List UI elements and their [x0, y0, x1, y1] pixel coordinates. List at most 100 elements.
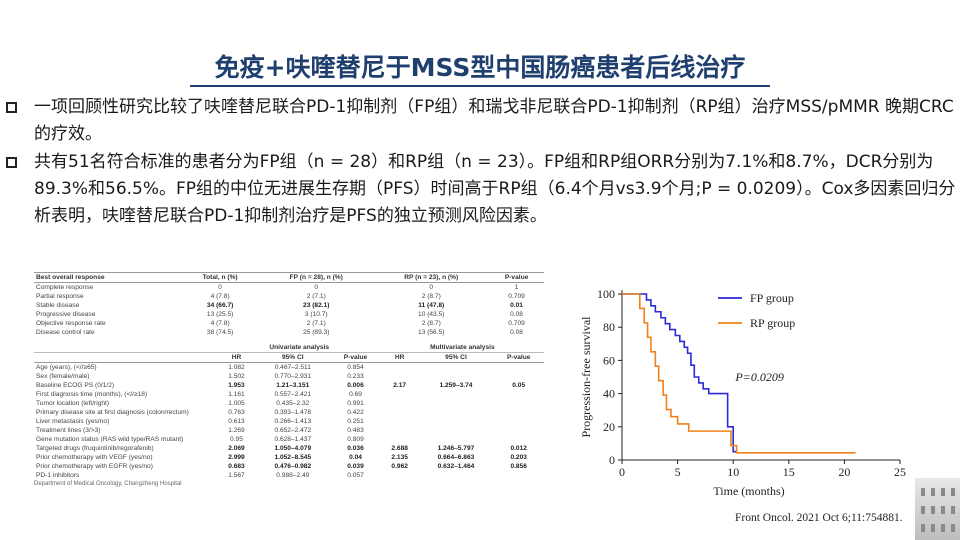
- legend-label: FP group: [750, 291, 794, 305]
- cox-cell: 1.050–4.079: [274, 445, 312, 452]
- cox-col-header: HR: [217, 352, 256, 363]
- km-curve-rp: [622, 293, 856, 454]
- response-cell: 13 (56.5): [418, 329, 445, 336]
- cox-cell: [493, 372, 544, 381]
- response-cell: Complete response: [36, 284, 94, 291]
- response-row: Partial response 4 (7.8) 2 (7.1) 2 (8.7) 0.7…: [34, 292, 544, 301]
- cox-cell: [493, 471, 544, 480]
- cox-cell: [381, 471, 419, 480]
- cox-cell: 0.854: [347, 364, 364, 371]
- response-cell: 1: [514, 284, 519, 291]
- response-cell: 4 (7.8): [210, 293, 230, 300]
- cox-cell: 2.069: [228, 445, 245, 452]
- cox-cell: [493, 363, 544, 373]
- cox-cell: 1.052–8.545: [274, 454, 312, 461]
- cox-col-header: 95% CI: [418, 352, 494, 363]
- response-cell: 0: [314, 284, 319, 291]
- cox-cell: [419, 426, 494, 435]
- cox-cell: 0.435–2.32: [276, 400, 310, 407]
- cox-cell: 1.953: [228, 382, 245, 389]
- cox-cell: Prior chemotherapy with VEGF (yes/no): [36, 454, 153, 461]
- cox-cell: [493, 408, 544, 417]
- cox-cell: 0.036: [347, 445, 364, 452]
- response-cell: 2 (8.7): [421, 293, 441, 300]
- cox-col-header: [34, 352, 218, 363]
- cox-row: Targeted drugs (fruquintinib/regorafenib…: [34, 444, 544, 453]
- bullet-item-1: 一项回顾性研究比较了呋喹替尼联合PD-1抑制剂（FP组）和瑞戈非尼联合PD-1抑…: [6, 94, 956, 148]
- cox-cell: Targeted drugs (fruquintinib/regorafenib…: [36, 445, 154, 452]
- response-cell: Stable disease: [36, 302, 80, 309]
- cox-row: PD-1 inhibitors 1.567 0.988–2.49 0.057: [34, 471, 544, 480]
- response-cell: 0.709: [508, 320, 525, 327]
- cox-cell: 0.856: [510, 463, 527, 470]
- pfs-km-chart: 0 20 40 60 80 100 0 5 10 15 20 25 Time (months) Progr…: [570, 272, 910, 507]
- cox-cell: 0.557–2.421: [274, 391, 312, 398]
- response-row: Complete response 0 0 0 1: [34, 283, 544, 293]
- response-col-header: FP (n = 28), n (%): [259, 272, 374, 283]
- univariate-header: Univariate analysis: [217, 343, 381, 353]
- cox-col-header: HR: [380, 352, 419, 363]
- response-cell: 0.709: [508, 293, 525, 300]
- cox-cell: 1.161: [228, 391, 245, 398]
- x-tick-label: 25: [894, 465, 906, 479]
- response-cell: 23 (82.1): [303, 302, 330, 309]
- response-col-header: P-value: [489, 272, 544, 283]
- cox-cell: 2.688: [391, 445, 408, 452]
- cox-cell: 0.69: [349, 391, 362, 398]
- cox-cell: Prior chemotherapy with EGFR (yes/no): [36, 463, 153, 470]
- citation: Front Oncol. 2021 Oct 6;11:754881.: [735, 512, 903, 524]
- cox-row: Baseline ECOG PS (0/1/2) 1.953 1.21–3.151 0…: [34, 381, 544, 390]
- cox-row: Treatment lines (3/>3) 1.269 0.652–2.472 0.…: [34, 426, 544, 435]
- cox-cell: 0.632–1.464: [437, 463, 475, 470]
- cox-cell: 1.21–3.151: [276, 382, 310, 389]
- cox-cell: 0.613: [228, 418, 245, 425]
- square-bullet-icon: [6, 157, 17, 168]
- cox-row: Prior chemotherapy with VEGF (yes/no) 2.9…: [34, 453, 544, 462]
- cox-cell: 0.483: [347, 427, 364, 434]
- response-cell: 0: [218, 284, 222, 291]
- multivariate-header: Multivariate analysis: [380, 343, 544, 353]
- cox-cell: [493, 390, 544, 399]
- results-tables: Best overall response Total, n (%) FP (n…: [34, 272, 544, 540]
- cox-cell: [493, 426, 544, 435]
- cox-cell: 0.467–2.511: [274, 364, 311, 371]
- cox-cell: 0.763: [228, 409, 245, 416]
- x-tick-label: 10: [727, 465, 739, 479]
- response-cell: 2 (7.1): [306, 293, 326, 300]
- cox-cell: [493, 435, 544, 444]
- y-axis-label: Progression-free survival: [579, 316, 593, 438]
- cox-col-header: P-value: [493, 352, 544, 363]
- cox-cell: Liver metastasis (yes/no): [36, 418, 110, 425]
- response-col-header: Best overall response: [34, 272, 182, 283]
- table-footnote: Department of Medical Oncology, Changzhe…: [34, 481, 182, 487]
- slide-title: 免疫+呋喹替尼于MSS型中国肠癌患者后线治疗: [214, 53, 746, 82]
- cox-cell: PD-1 inhibitors: [36, 472, 80, 479]
- x-tick-label: 5: [675, 465, 681, 479]
- cox-cell: 1.082: [228, 364, 245, 371]
- response-table-header: Best overall response Total, n (%) FP (n…: [34, 272, 544, 283]
- y-tick-label: 60: [603, 353, 615, 367]
- cox-cell: 0.266–1.413: [274, 418, 312, 425]
- legend-label: RP group: [750, 316, 795, 330]
- title-underline: [190, 85, 770, 87]
- response-col-header: Total, n (%): [181, 272, 260, 283]
- cox-cell: 0.809: [347, 436, 364, 443]
- cox-cell: 0.057: [347, 472, 364, 479]
- cox-col-header: 95% CI: [255, 352, 331, 363]
- cox-row: First diagnosis time (months), (<//≥18) 1…: [34, 390, 544, 399]
- cox-cell: [419, 363, 494, 373]
- response-cell: 0.08: [510, 329, 523, 336]
- cox-cell: [381, 372, 419, 381]
- cox-cell: Age (years), (<//≥65): [36, 364, 97, 371]
- cox-cell: [419, 399, 494, 408]
- cox-cell: 2.135: [391, 454, 408, 461]
- response-cell: Disease control rate: [36, 329, 95, 336]
- cox-cell: 0.770–2.931: [274, 373, 312, 380]
- cox-cell: 2.999: [228, 454, 245, 461]
- cox-cell: [419, 390, 494, 399]
- cox-cell: [493, 417, 544, 426]
- cox-col-header-row: HR 95% CI P-value HR 95% CI P-value: [34, 352, 544, 363]
- response-cell: 0: [429, 284, 434, 291]
- response-row: Stable disease 34 (66.7) 23 (82.1) 11 (47.8…: [34, 301, 544, 310]
- cox-cell: 0.422: [347, 409, 364, 416]
